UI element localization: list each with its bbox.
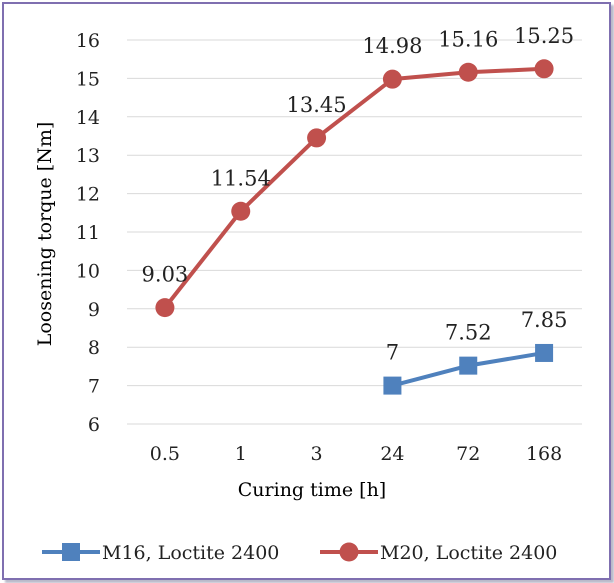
- legend: M16, Loctite 2400 M20, Loctite 2400: [42, 542, 557, 564]
- data-label: 7.52: [445, 321, 492, 345]
- x-tick-label: 24: [380, 443, 404, 465]
- data-label: 7: [386, 341, 399, 365]
- data-label: 11.54: [211, 166, 271, 190]
- data-label: 15.16: [438, 27, 498, 51]
- x-tick-label: 72: [456, 443, 480, 465]
- y-tick-label: 8: [88, 337, 100, 359]
- data-point-marker: [307, 128, 327, 148]
- data-point-marker: [458, 62, 478, 82]
- x-axis-ticks: 0.5 1 3 24 72 168: [150, 443, 562, 465]
- y-tick-label: 12: [76, 184, 100, 206]
- y-tick-label: 15: [76, 68, 100, 90]
- y-tick-label: 11: [76, 222, 100, 244]
- x-tick-label: 168: [526, 443, 562, 465]
- data-label: 15.25: [514, 24, 574, 48]
- data-label: 7.85: [521, 308, 568, 332]
- y-tick-label: 16: [76, 30, 100, 52]
- series-line-2: [163, 66, 545, 309]
- gridlines: [127, 39, 582, 425]
- x-axis-title: Curing time [h]: [238, 479, 386, 501]
- data-point-marker: [383, 376, 402, 395]
- legend-label: M16, Loctite 2400: [102, 542, 279, 564]
- x-tick-label: 1: [235, 443, 247, 465]
- series-layer: [155, 59, 554, 395]
- data-point-marker: [534, 59, 554, 79]
- data-label: 13.45: [287, 93, 347, 117]
- legend-swatch-marker: [339, 542, 359, 562]
- legend-label: M20, Loctite 2400: [380, 542, 557, 564]
- y-axis-ticks: 6 7 8 9 10 11 12 13 14 15 16: [76, 30, 100, 436]
- y-tick-label: 9: [88, 299, 100, 321]
- data-point-marker: [382, 69, 402, 89]
- data-point-marker: [535, 343, 554, 362]
- x-tick-label: 0.5: [150, 443, 180, 465]
- y-tick-label: 10: [76, 260, 100, 282]
- y-tick-label: 14: [76, 107, 100, 129]
- y-axis-title: Loosening torque [Nm]: [34, 122, 56, 347]
- data-labels: 7 7.52 7.85 9.03 11.54 13.45 14.98 15.16 15.25: [142, 24, 575, 365]
- y-tick-label: 7: [88, 376, 100, 398]
- data-label: 14.98: [362, 34, 422, 58]
- legend-swatch-marker: [62, 543, 80, 561]
- data-point-marker: [459, 356, 478, 375]
- data-label: 9.03: [142, 263, 189, 287]
- y-tick-label: 6: [88, 414, 100, 436]
- x-tick-label: 3: [311, 443, 323, 465]
- data-point-marker: [155, 298, 175, 318]
- y-tick-label: 13: [76, 145, 100, 167]
- data-point-marker: [231, 201, 251, 221]
